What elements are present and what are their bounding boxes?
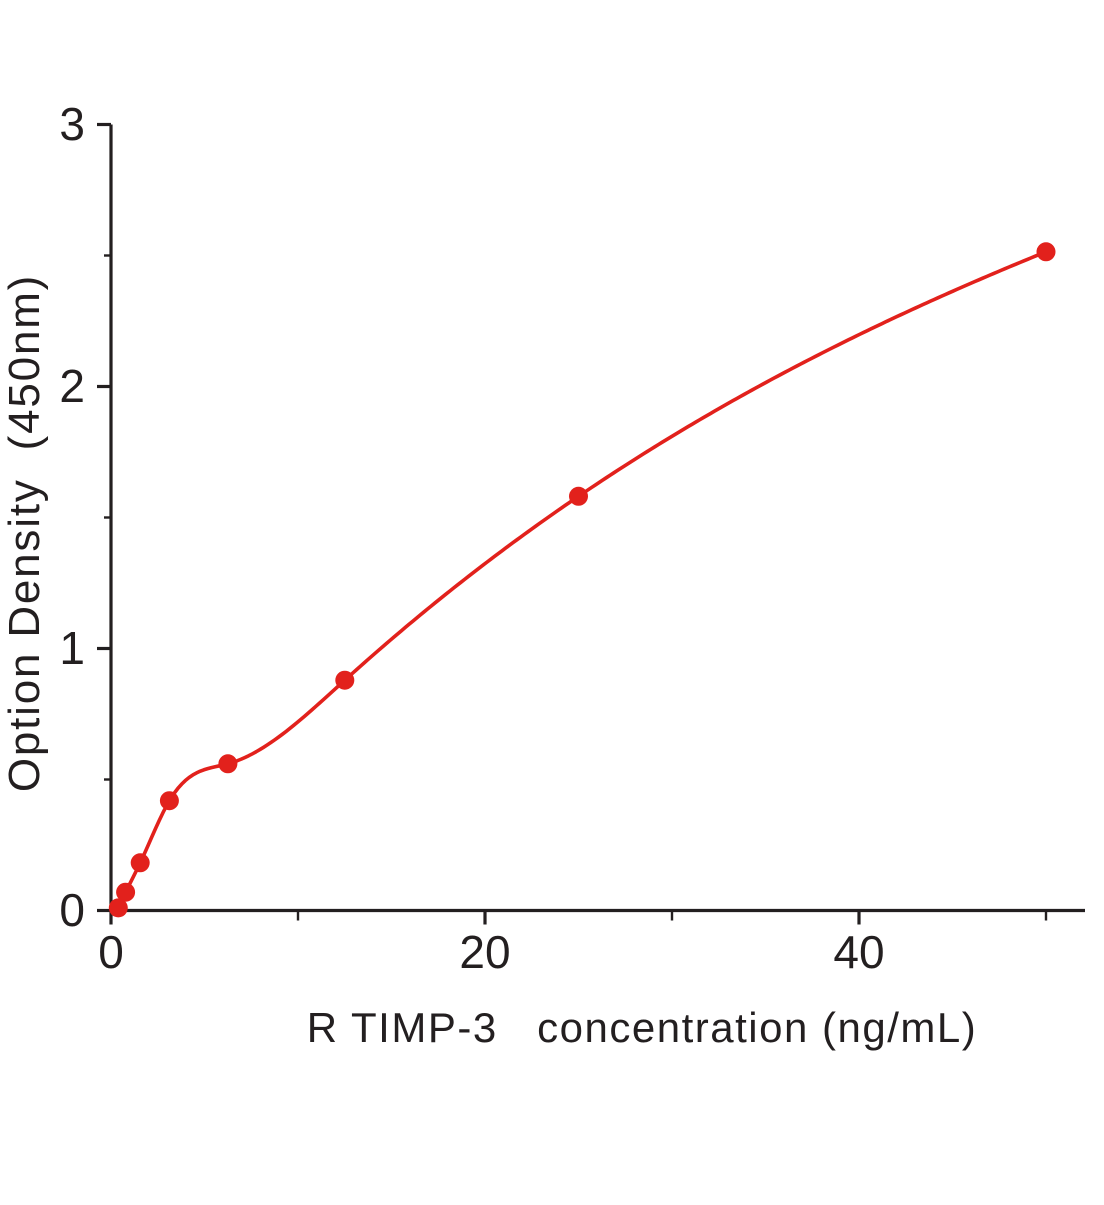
svg-text:2: 2	[59, 360, 85, 412]
svg-text:3: 3	[59, 98, 85, 150]
svg-text:0: 0	[59, 884, 85, 936]
svg-text:40: 40	[833, 926, 884, 978]
svg-text:20: 20	[459, 926, 510, 978]
svg-text:0: 0	[98, 926, 124, 978]
svg-text:1: 1	[59, 622, 85, 674]
